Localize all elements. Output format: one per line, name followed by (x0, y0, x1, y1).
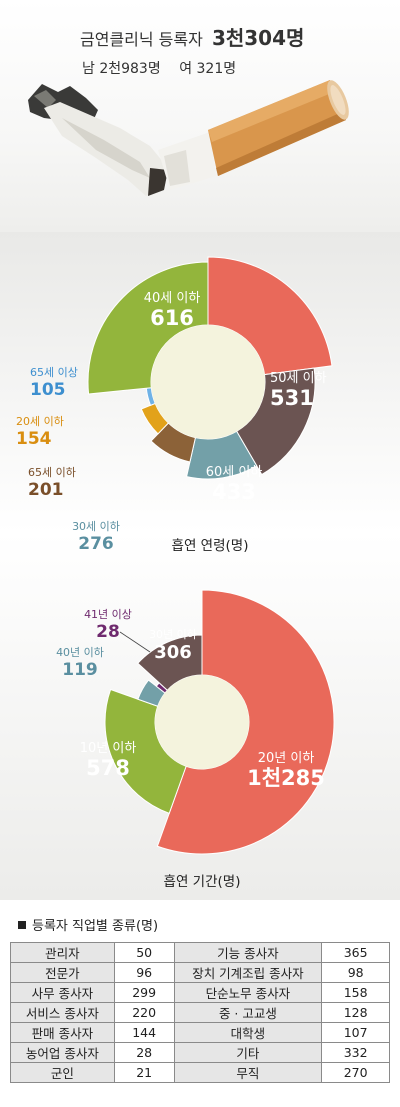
segment-label: 41년 이상 (84, 608, 132, 621)
segment-value: 119 (62, 660, 98, 680)
table-row: 서비스 종사자 220 중 · 고교생 128 (10, 1002, 390, 1023)
occupation-count: 98 (321, 962, 390, 983)
table-row: 관리자 50 기능 종사자 365 (10, 942, 390, 963)
segment-value: 616 (150, 306, 194, 330)
table-row: 전문가 96 장치 기계조립 종사자 98 (10, 962, 390, 983)
leader-line (119, 631, 151, 653)
header-title-label: 금연클리닉 등록자 (80, 30, 203, 49)
occupation-name: 전문가 (10, 962, 115, 983)
table-title: 등록자 직업별 종류(명) (18, 915, 158, 934)
occupation-count: 107 (321, 1022, 390, 1043)
occupation-name: 관리자 (10, 942, 115, 963)
occupation-name: 사무 종사자 (10, 982, 115, 1003)
occupation-count: 365 (321, 942, 390, 963)
segment-value: 28 (96, 622, 120, 642)
occupation-table: 관리자 50 기능 종사자 365 전문가 96 장치 기계조립 종사자 98 사무 종사자 29… (10, 942, 390, 1083)
segment-value: 1천285 (247, 766, 325, 790)
segment-value: 154 (16, 429, 52, 449)
segment-value: 306 (154, 642, 192, 663)
male-count: 남 2천983명 (82, 61, 161, 77)
female-count: 여 321명 (179, 61, 237, 77)
donut-center (155, 675, 249, 769)
segment-label: 30세 이하 (72, 519, 120, 533)
table-row: 농어업 종사자 28 기타 332 (10, 1042, 390, 1063)
occupation-count: 332 (321, 1042, 390, 1063)
segment-value: 578 (86, 756, 130, 780)
occupation-name: 판매 종사자 (10, 1022, 115, 1043)
segment-value: 433 (212, 480, 256, 504)
occupation-name: 기타 (173, 1042, 323, 1063)
occupation-count: 50 (113, 942, 175, 963)
header-subtitle: 남 2천983명 여 321명 (82, 58, 236, 78)
occupation-count: 128 (321, 1002, 390, 1023)
segment-label: 60세 이하 (206, 465, 263, 480)
occupation-count: 28 (113, 1042, 175, 1063)
occupation-name: 서비스 종사자 (10, 1002, 115, 1023)
occupation-name: 기능 종사자 (173, 942, 323, 963)
segment-label: 20세 이하 (16, 414, 64, 428)
occupation-count: 299 (113, 982, 175, 1003)
segment-label: 40년 이하 (56, 645, 104, 659)
segment-label: 65세 이하 (28, 465, 76, 479)
header-banner: 금연클리닉 등록자 3천304명 남 2천983명 여 321명 (0, 0, 400, 232)
square-bullet-icon (18, 921, 26, 929)
occupation-count: 220 (113, 1002, 175, 1023)
occupation-count: 158 (321, 982, 390, 1003)
segment-label: 20년 이하 (258, 751, 315, 766)
table-title-text: 등록자 직업별 종류(명) (32, 919, 159, 934)
table-row: 사무 종사자 299 단순노무 종사자 158 (10, 982, 390, 1003)
occupation-count: 144 (113, 1022, 175, 1043)
occupation-name: 군인 (10, 1062, 115, 1083)
segment-label: 65세 이상 (30, 366, 78, 379)
segment-label: 30년 이하 (149, 627, 197, 641)
occupation-count: 21 (113, 1062, 175, 1083)
occupation-name: 장치 기계조립 종사자 (173, 962, 323, 983)
occupation-name: 단순노무 종사자 (173, 982, 323, 1003)
segment-value: 276 (78, 534, 114, 554)
occupation-name: 무직 (173, 1062, 323, 1083)
header-title-value: 3천304명 (211, 26, 305, 50)
table-row: 군인 21 무직 270 (10, 1062, 390, 1083)
segment-label: 10년 이하 (80, 741, 137, 756)
header-title: 금연클리닉 등록자 3천304명 (80, 22, 304, 51)
broken-cigarette-illustration (28, 80, 349, 196)
segment-value: 105 (30, 380, 66, 400)
age-chart-title: 흡연 연령(명) (172, 538, 249, 554)
table-row: 판매 종사자 144 대학생 107 (10, 1022, 390, 1043)
occupation-name: 농어업 종사자 (10, 1042, 115, 1063)
segment-label: 40세 이하 (144, 291, 201, 306)
occupation-name: 중 · 고교생 (173, 1002, 323, 1023)
occupation-name: 대학생 (173, 1022, 323, 1043)
segment-label: 50세 이하 (270, 371, 327, 386)
duration-chart-title: 흡연 기간(명) (164, 874, 241, 890)
occupation-count: 270 (321, 1062, 390, 1083)
segment-value: 201 (28, 480, 64, 500)
occupation-count: 96 (113, 962, 175, 983)
donut-center (151, 325, 265, 439)
segment-value: 531 (270, 386, 314, 410)
